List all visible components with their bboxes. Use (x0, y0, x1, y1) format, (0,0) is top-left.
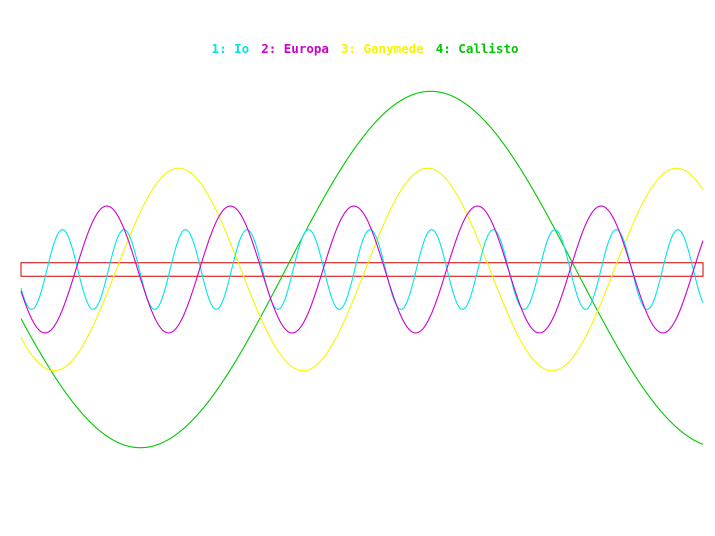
planet-band (20, 262, 704, 277)
legend-item-europa: 2: Europa (261, 41, 329, 56)
legend-item-io: 1: Io (211, 41, 250, 56)
series-line-io (20, 229, 704, 310)
series-line-ganymede (20, 167, 704, 372)
legend-item-callisto: 4: Callisto (435, 41, 519, 56)
legend: 1: Io 2: Europa 3: Ganymede 4: Callisto (0, 25, 715, 57)
series-line-callisto (20, 90, 704, 449)
legend-item-ganymede: 3: Ganymede (340, 41, 424, 56)
series-line-europa (20, 205, 704, 334)
